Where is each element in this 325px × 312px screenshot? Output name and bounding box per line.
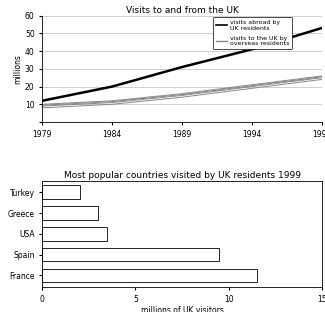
Bar (42, 269, 256, 282)
Title: Most popular countries visited by UK residents 1999: Most popular countries visited by UK res… (63, 171, 301, 180)
X-axis label: millions of UK visitors: millions of UK visitors (140, 306, 224, 312)
Legend: visits abroad by
UK residents, visits to the UK by
overseas residents: visits abroad by UK residents, visits to… (213, 17, 292, 49)
Bar (42, 206, 98, 220)
Title: Visits to and from the UK: Visits to and from the UK (125, 6, 239, 15)
Bar (42, 227, 108, 241)
Bar (42, 248, 219, 261)
Y-axis label: millions: millions (13, 54, 22, 84)
Bar (42, 185, 80, 199)
